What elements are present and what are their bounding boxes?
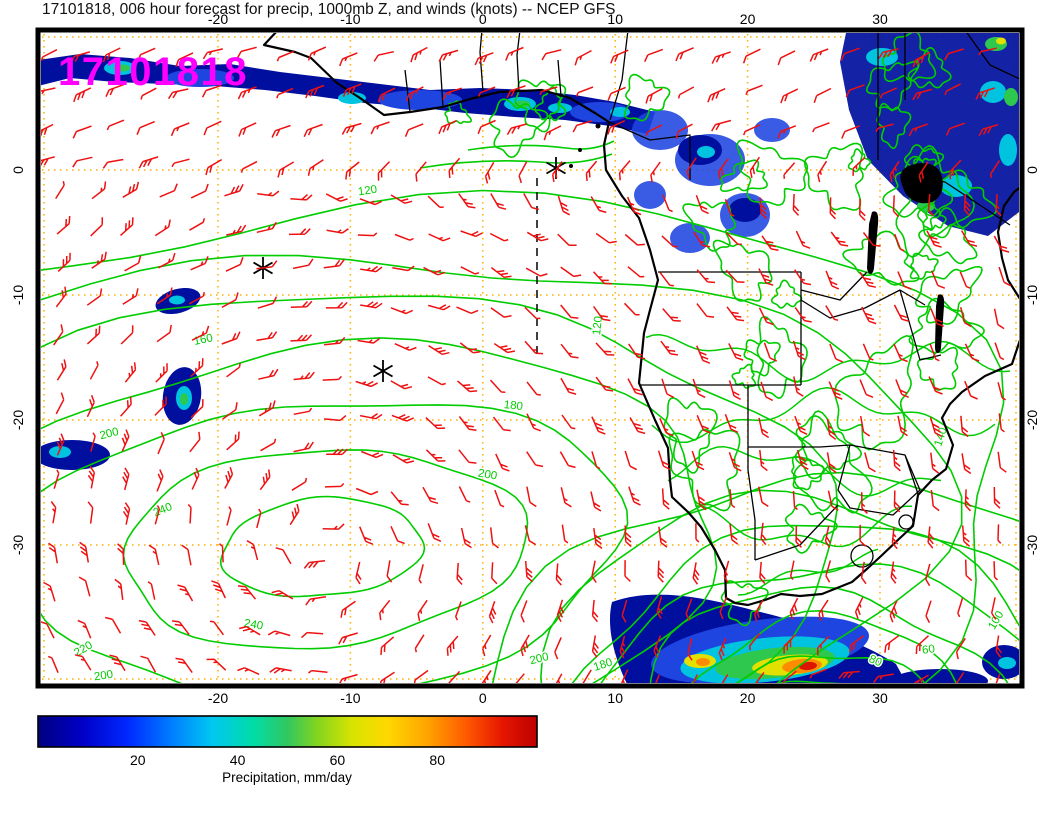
wind-barbs: [41, 46, 1012, 683]
africa-coastline: [262, 33, 1019, 607]
contour-label: 60: [921, 643, 935, 657]
axis-tick-label: 30: [872, 11, 888, 27]
axis-tick-label: 0: [479, 690, 487, 706]
colorbar: 20 40 60 80: [37, 715, 538, 768]
axis-tick-label: 0: [479, 11, 487, 27]
contour-label: 200: [477, 467, 498, 482]
axis-tick-label: -20: [208, 690, 228, 706]
axis-tick-label: 20: [740, 11, 756, 27]
contour-label: 200: [93, 669, 114, 684]
timestamp-overlay: 17101818: [58, 50, 248, 94]
axis-tick-label: 10: [607, 690, 623, 706]
colorbar-label: Precipitation, mm/day: [222, 770, 352, 785]
wind-barbs-layer: [41, 46, 1012, 683]
axis-tick-label: -30: [1024, 535, 1040, 555]
axis-labels-layer: -20 -20 -10 -10 0 0 10 10 20 20 30 30 0 0 -10 -10 -20 -20…: [10, 11, 1040, 706]
country-borders: [404, 33, 1019, 561]
asterisk-marker: [373, 360, 393, 382]
contour-label: 200: [529, 651, 551, 667]
colorbar-tick-label: 60: [330, 752, 346, 768]
plot-title: 17101818, 006 hour forecast for precip, …: [42, 1, 616, 18]
colorbar-tick-label: 80: [429, 752, 445, 768]
axis-tick-label: -10: [340, 11, 360, 27]
axis-tick-label: -20: [10, 410, 26, 430]
axis-tick-label: -30: [10, 535, 26, 555]
colorbar-tick-label: 20: [130, 752, 146, 768]
coastline-borders-layer: [262, 33, 1019, 607]
axis-tick-label: 30: [872, 690, 888, 706]
axis-tick-label: 0: [10, 166, 26, 174]
axis-tick-label: -10: [340, 690, 360, 706]
colorbar-gradient: [37, 715, 538, 748]
contour-label: 180: [503, 399, 523, 413]
colorbar-tick-label: 40: [230, 752, 246, 768]
contour-label: 120: [591, 316, 605, 336]
axis-tick-label: 10: [607, 11, 623, 27]
axis-tick-label: -20: [208, 11, 228, 27]
axis-tick-label: -10: [1024, 285, 1040, 305]
axis-tick-label: -10: [10, 285, 26, 305]
axis-tick-label: -20: [1024, 410, 1040, 430]
contour-label: 160: [193, 332, 214, 348]
height-contours-layer: [41, 33, 1019, 683]
contour-label: 120: [357, 184, 378, 199]
axis-tick-label: 0: [1024, 166, 1040, 174]
map-frame: [35, 27, 1025, 689]
map-border: [35, 27, 1025, 689]
contour-label: 200: [99, 426, 121, 442]
axis-tick-label: 20: [740, 690, 756, 706]
